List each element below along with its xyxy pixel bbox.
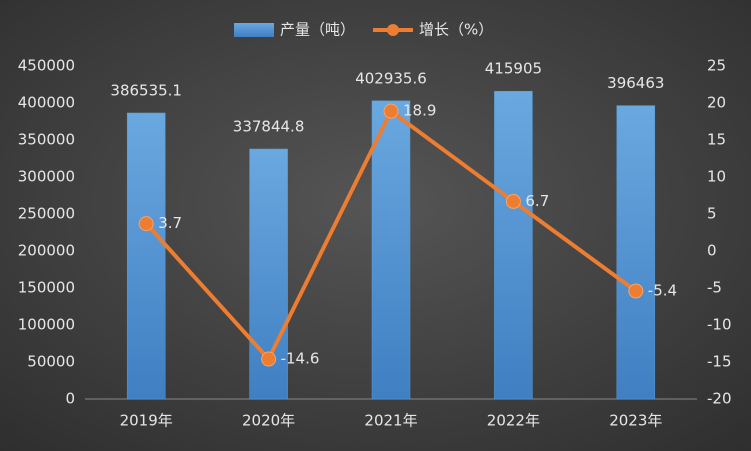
y-tick-label: 350000 xyxy=(18,131,75,149)
x-tick-label: 2019年 xyxy=(120,412,173,430)
bar xyxy=(494,90,533,400)
line-value-label: -14.6 xyxy=(281,350,320,368)
x-tick-label: 2023年 xyxy=(609,412,662,430)
y2-tick-label: 10 xyxy=(707,168,726,186)
line-marker xyxy=(505,193,521,209)
line-marker xyxy=(261,351,277,367)
x-tick-label: 2020年 xyxy=(242,412,295,430)
line-marker xyxy=(383,103,399,119)
bar xyxy=(616,105,656,400)
legend-label: 增长（%） xyxy=(419,21,493,39)
y2-tick-label: -20 xyxy=(707,390,732,408)
y-tick-label: 100000 xyxy=(18,316,75,334)
y2-tick-label: 5 xyxy=(707,205,717,223)
bar-value-label: 396463 xyxy=(607,74,664,92)
bar-value-label: 337844.8 xyxy=(233,117,305,135)
x-tick-label: 2021年 xyxy=(364,412,417,430)
legend-swatch xyxy=(387,24,400,36)
y-tick-label: 300000 xyxy=(18,168,75,186)
x-tick-label: 2022年 xyxy=(487,412,540,430)
y-tick-label: 250000 xyxy=(18,205,75,223)
bar xyxy=(371,100,411,400)
y2-tick-label: 20 xyxy=(707,94,726,112)
legend-label: 产量（吨） xyxy=(280,21,355,39)
legend-swatch xyxy=(234,23,274,37)
line-value-label: 18.9 xyxy=(403,102,436,120)
y2-tick-label: 15 xyxy=(707,131,726,149)
line-value-label: -5.4 xyxy=(648,281,677,299)
y-tick-label: 150000 xyxy=(18,279,75,297)
y2-tick-label: -15 xyxy=(707,353,732,371)
y-tick-label: 200000 xyxy=(18,242,75,260)
y2-tick-label: 25 xyxy=(707,57,726,75)
y-tick-label: 50000 xyxy=(27,353,75,371)
bar xyxy=(126,112,166,400)
bar-value-label: 386535.1 xyxy=(110,81,182,99)
y2-tick-label: 0 xyxy=(707,242,717,260)
y2-tick-label: -5 xyxy=(707,279,722,297)
line-value-label: 6.7 xyxy=(525,192,549,210)
line-value-label: 3.7 xyxy=(158,214,182,232)
y-tick-label: 400000 xyxy=(18,94,75,112)
y-tick-label: 0 xyxy=(65,390,75,408)
line-marker xyxy=(628,283,644,299)
bar-value-label: 415905 xyxy=(485,60,542,78)
line-marker xyxy=(138,216,154,232)
y-tick-label: 450000 xyxy=(18,57,75,75)
y2-tick-label: -10 xyxy=(707,316,732,334)
bar-value-label: 402935.6 xyxy=(355,69,427,87)
